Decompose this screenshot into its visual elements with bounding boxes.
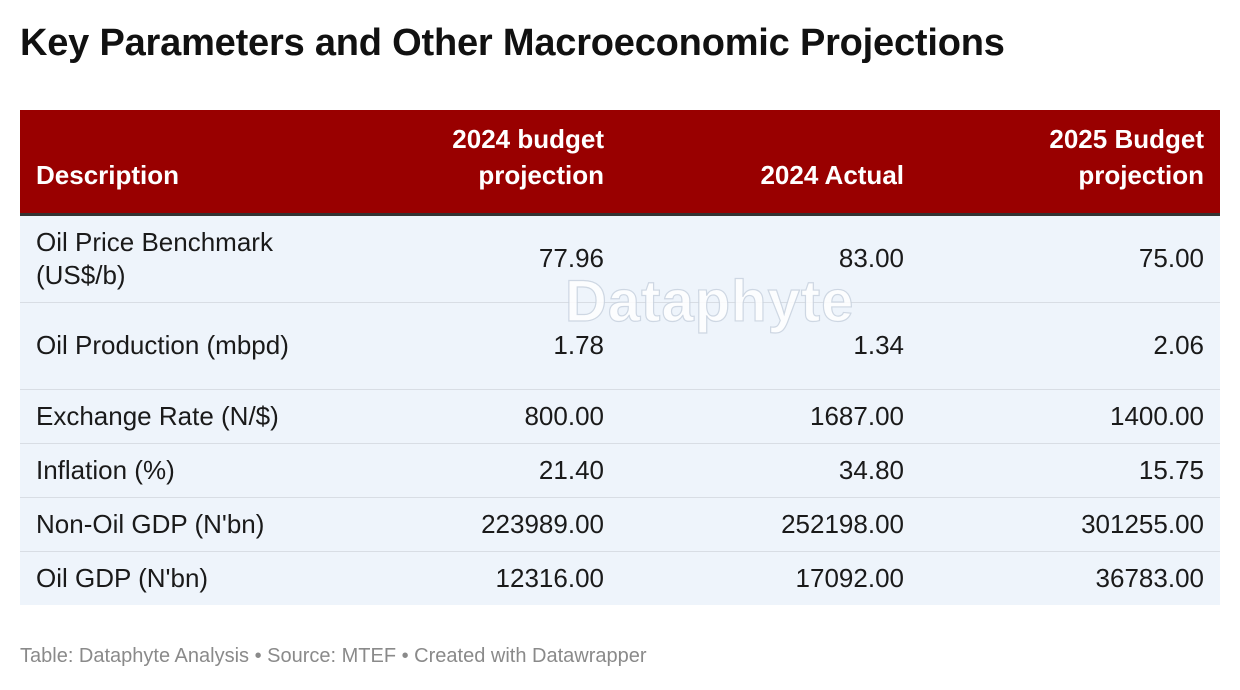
cell-2025-budget: 15.75 [1138, 454, 1204, 485]
page-title: Key Parameters and Other Macroeconomic P… [20, 22, 1005, 64]
table-row: Exchange Rate (N/$) 800.00 1687.00 1400.… [20, 389, 1220, 443]
cell-2024-actual: 83.00 [838, 243, 904, 273]
column-header-2025-budget-projection[interactable]: 2025 Budget projection [1049, 123, 1204, 190]
cell-2024-budget: 800.00 [524, 400, 604, 431]
table-body: Oil Price Benchmark (US$/b) 77.96 83.00 … [20, 214, 1220, 605]
cell-2025-budget: 1400.00 [1110, 400, 1204, 431]
row-label: Inflation (%) [36, 454, 175, 485]
row-label: Non-Oil GDP (N'bn) [36, 508, 265, 539]
column-header-2024-actual[interactable]: 2024 Actual [760, 159, 904, 190]
cell-2024-budget: 21.40 [538, 454, 604, 485]
cell-2024-budget: 223989.00 [481, 508, 604, 539]
source-footer: Table: Dataphyte Analysis • Source: MTEF… [20, 645, 647, 667]
cell-2024-budget: 1.78 [553, 330, 604, 360]
table-row: Oil GDP (N'bn) 12316.00 17092.00 36783.0… [20, 551, 1220, 605]
projections-table-wrapper: Description 2024 budget projection 2024 … [20, 110, 1220, 605]
table-row: Non-Oil GDP (N'bn) 223989.00 252198.00 3… [20, 497, 1220, 551]
header-row: Description 2024 budget projection 2024 … [20, 110, 1220, 214]
row-label: Oil GDP (N'bn) [36, 562, 209, 593]
cell-2024-actual: 1687.00 [810, 400, 904, 431]
cell-2025-budget: 301255.00 [1081, 508, 1204, 539]
cell-2024-actual: 34.80 [838, 454, 904, 485]
column-header-2024-budget-projection[interactable]: 2024 budget projection [452, 123, 604, 190]
table-row: Inflation (%) 21.40 34.80 15.75 [20, 443, 1220, 497]
cell-2024-actual: 17092.00 [795, 562, 904, 593]
cell-2024-actual: 1.34 [853, 330, 904, 360]
cell-2025-budget: 75.00 [1138, 243, 1204, 273]
table-row: Oil Price Benchmark (US$/b) 77.96 83.00 … [20, 214, 1220, 302]
column-header-description[interactable]: Description [36, 159, 180, 190]
cell-2024-budget: 77.96 [538, 243, 604, 273]
projections-table: Description 2024 budget projection 2024 … [20, 110, 1220, 605]
cell-2025-budget: 36783.00 [1095, 562, 1204, 593]
cell-2025-budget: 2.06 [1153, 330, 1204, 360]
cell-2024-budget: 12316.00 [495, 562, 604, 593]
row-label: Oil Production (mbpd) [36, 330, 289, 360]
cell-2024-actual: 252198.00 [781, 508, 904, 539]
row-label: Oil Price Benchmark (US$/b) [36, 226, 273, 290]
table-row: Oil Production (mbpd) 1.78 1.34 2.06 [20, 302, 1220, 389]
table-header: Description 2024 budget projection 2024 … [20, 110, 1220, 214]
row-label: Exchange Rate (N/$) [36, 400, 279, 431]
